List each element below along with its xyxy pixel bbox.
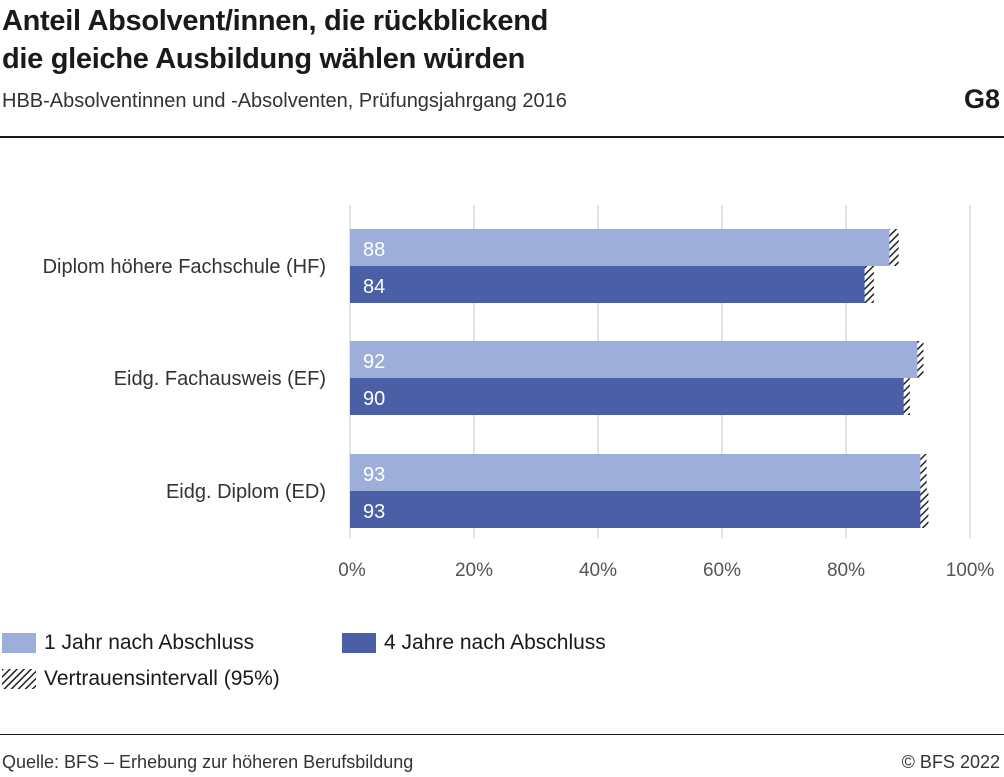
bar-chart: 0% 20% 40% 60% 80% 100% Diplom höhere Fachschu…: [43, 205, 995, 581]
bar: [350, 229, 896, 266]
x-tick-label: 80%: [827, 560, 865, 581]
data-label: 93: [363, 501, 385, 523]
category-label: Diplom höhere Fachschule (HF): [43, 256, 326, 278]
legend-swatch-ci: [2, 669, 36, 689]
bar: [350, 266, 871, 303]
chart-title: Anteil Absolvent/innen, die rückblickend…: [2, 2, 902, 78]
legend-swatch-series-2: [342, 633, 376, 653]
confidence-interval: [920, 491, 929, 528]
bottom-divider: [0, 734, 1004, 735]
legend-entry-series-2: 4 Jahre nach Abschluss: [342, 631, 606, 655]
data-label: 84: [363, 276, 385, 298]
confidence-interval: [903, 378, 910, 415]
x-tick-label: 100%: [946, 560, 995, 581]
x-tick-label: 0%: [338, 560, 366, 581]
copyright-note: © BFS 2022: [901, 752, 1000, 772]
x-tick-label: 60%: [703, 560, 741, 581]
category-label: Eidg. Diplom (ED): [166, 481, 326, 503]
data-label: 92: [363, 351, 385, 373]
legend-entry-ci: Vertrauensintervall (95%): [2, 667, 280, 691]
data-label: 93: [363, 464, 385, 486]
chart-subtitle: HBB-Absolventinnen und -Absolventen, Prü…: [2, 90, 567, 112]
legend-label-series-2: 4 Jahre nach Abschluss: [384, 631, 606, 654]
confidence-interval: [864, 266, 874, 303]
legend-label-ci: Vertrauensintervall (95%): [44, 667, 280, 690]
category-label: Eidg. Fachausweis (EF): [114, 368, 326, 390]
chart-id: G8: [963, 84, 1000, 114]
bar: [350, 491, 927, 528]
x-tick-label: 20%: [455, 560, 493, 581]
data-label: 90: [363, 388, 385, 410]
confidence-interval: [889, 229, 899, 266]
bar: [350, 378, 908, 415]
legend-label-series-1: 1 Jahr nach Abschluss: [44, 631, 255, 654]
chart-title-line-2: die gleiche Ausbildung wählen würden: [2, 43, 526, 75]
labels: 0% 20% 40% 60% 80% 100% Diplom höhere Fachschu…: [43, 239, 995, 581]
top-divider: [0, 136, 1004, 138]
source-note: Quelle: BFS – Erhebung zur höheren Beruf…: [2, 752, 414, 772]
data-label: 88: [363, 239, 385, 261]
bar: [350, 341, 921, 378]
legend-entry-series-1: 1 Jahr nach Abschluss: [2, 631, 254, 655]
bars: [350, 229, 929, 528]
x-tick-label: 40%: [579, 560, 617, 581]
legend-swatch-series-1: [2, 633, 36, 653]
confidence-interval: [920, 454, 927, 491]
confidence-interval: [917, 341, 924, 378]
bar: [350, 454, 927, 491]
chart-title-line-1: Anteil Absolvent/innen, die rückblickend: [2, 5, 549, 37]
